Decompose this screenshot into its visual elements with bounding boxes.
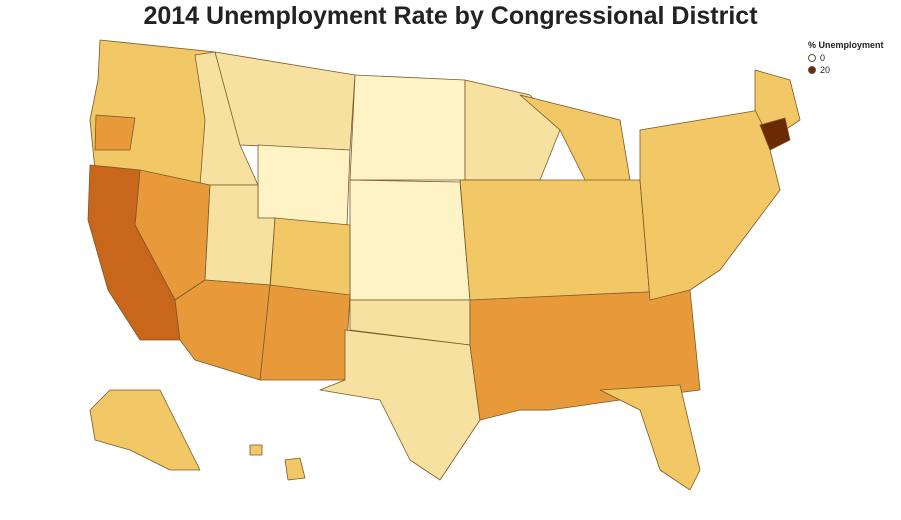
legend-item-min: 0 (808, 52, 884, 64)
legend-title: % Unemployment (808, 40, 884, 50)
legend-item-max: 20 (808, 64, 884, 76)
region-massachusetts-hotspot (759, 117, 791, 151)
region-alaska (89, 389, 201, 471)
region-oregon-coast (94, 114, 136, 151)
region-florida (599, 384, 701, 491)
map-title: 2014 Unemployment Rate by Congressional … (143, 2, 758, 30)
legend-label-min: 0 (820, 53, 826, 63)
region-hawaii (249, 444, 306, 481)
region-nebraska-kansas (349, 179, 471, 301)
region-wyoming (257, 144, 351, 226)
legend-swatch-max (808, 66, 816, 74)
region-dakotas (349, 74, 466, 181)
region-new-mexico (259, 284, 351, 381)
legend: % Unemployment 0 20 (808, 40, 884, 76)
region-northeast (639, 109, 781, 301)
region-upper-midwest (464, 79, 561, 181)
region-arizona (174, 279, 271, 381)
legend-swatch-min (808, 54, 816, 62)
legend-label-max: 20 (820, 65, 831, 75)
region-midwest-central (459, 179, 651, 301)
